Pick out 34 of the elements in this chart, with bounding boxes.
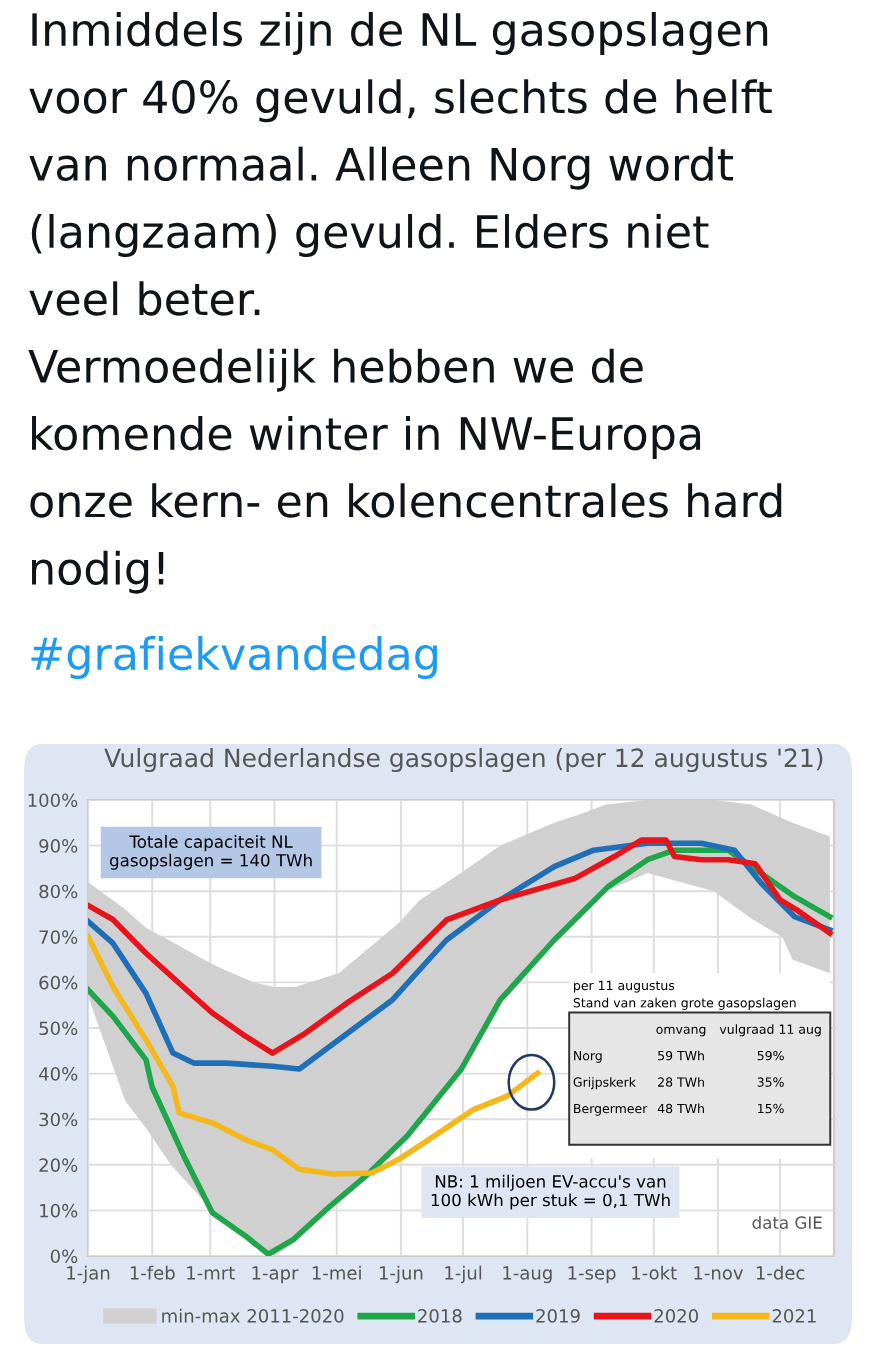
y-tick-label: 70% [39,930,78,944]
x-tick-label: 1-nov [694,1266,744,1280]
x-tick-label: 1-feb [130,1265,175,1280]
annotation: data GIE [752,1216,822,1229]
y-tick-label: 40% [39,1067,78,1081]
y-tick-label: 60% [39,975,78,990]
chart-title: Vulgraad Nederlandse gasopslagen (per 12 augustus '21) [104,747,823,773]
y-tick-label: 100% [28,793,78,808]
text: Inmiddels zijn de NL gasopslagen voor 40% gevuld, slechts de helft van normaal. Alleen Norg wordt (langzaam) gevuld. Elders niet veel beter. Vermoedelijk hebben we de komende winter in NW-Europa onze kern- en kolencentrales hard nodig! [28,12,782,594]
legend-label: min-max 2011-2020 [162,1308,344,1323]
x-tick-label: 1-jul [445,1265,482,1284]
text: #grafiekvandedag [31,636,437,680]
y-tick-label: 20% [39,1158,78,1172]
x-tick-label: 1-okt [632,1265,677,1280]
annotation: NB: 1 miljoen EV-accu's van 100 kWh per stuk = 0,1 TWh [431,1174,670,1210]
y-tick-label: 10% [40,1203,78,1218]
x-tick-label: 1-sep [568,1266,616,1284]
legend-label: 2019 [536,1309,580,1323]
y-tick-label: 90% [39,839,78,853]
legend-label: 2018 [418,1309,462,1323]
x-tick-label: 1-jun [379,1265,423,1284]
y-tick-label: 0% [50,1249,78,1264]
x-tick-label: 1-dec [756,1265,805,1280]
y-tick-label: 50% [39,1021,78,1036]
y-tick-label: 80% [39,884,78,899]
y-tick-label: 30% [39,1112,78,1127]
legend-label: 2021 [772,1309,816,1323]
x-tick-label: 1-mei [312,1265,361,1280]
legend-label: 2020 [654,1309,698,1323]
annotation: Totale capaciteit NL gasopslagen = 140 TWh [109,835,312,870]
x-tick-label: 1-apr [252,1266,299,1284]
x-tick-label: 1-jan [67,1265,110,1284]
x-tick-label: 1-aug [503,1266,552,1284]
x-tick-label: 1-mrt [187,1266,235,1280]
